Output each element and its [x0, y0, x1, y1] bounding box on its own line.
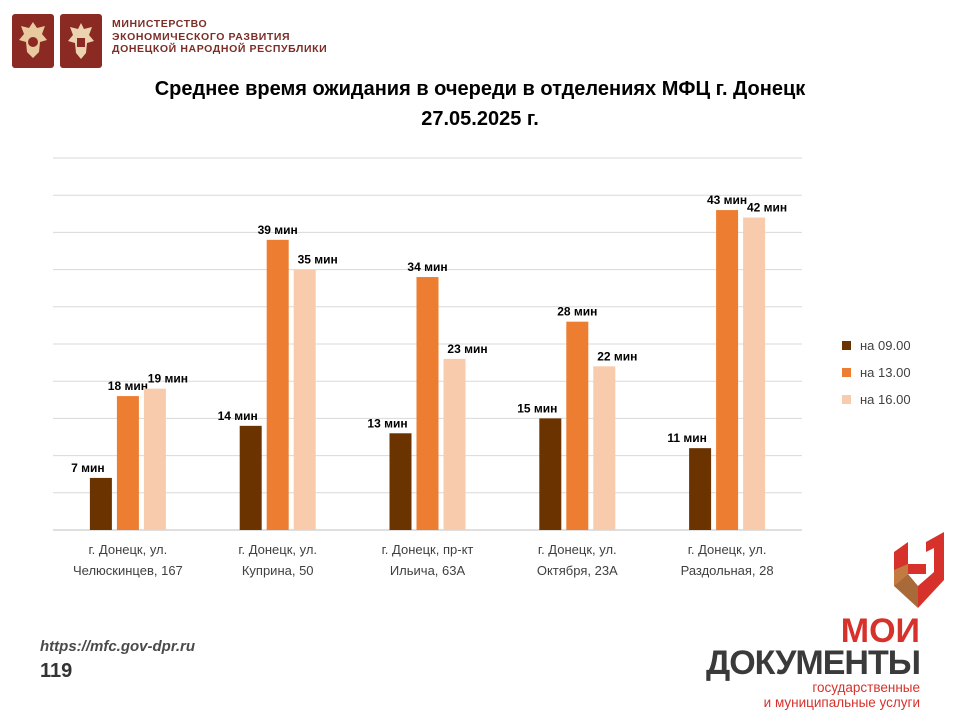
legend-swatch-1600	[842, 395, 851, 404]
page-number: 119	[40, 660, 73, 682]
data-label: 39 мин	[258, 223, 298, 237]
bar	[416, 277, 439, 530]
data-label: 34 мин	[407, 260, 447, 274]
data-label: 42 мин	[747, 201, 787, 215]
legend-swatch-0900	[842, 341, 851, 350]
legend-label-0900: на 09.00	[860, 338, 911, 353]
data-label: 13 мин	[367, 416, 407, 430]
category-label: г. Донецк, ул.	[238, 542, 317, 557]
bar	[443, 358, 466, 530]
data-label: 14 мин	[218, 409, 258, 423]
legend-item-0900: на 09.00	[842, 332, 911, 359]
russia-emblem-icon	[12, 14, 54, 68]
data-label: 23 мин	[447, 342, 487, 356]
brand-line-4: и муниципальные услуги	[763, 695, 920, 710]
bar	[539, 418, 562, 530]
chart-title-line-1: Среднее время ожидания в очереди в отдел…	[154, 78, 806, 100]
bar	[239, 425, 262, 530]
bar	[143, 388, 166, 530]
dpr-emblem-icon	[60, 14, 102, 68]
data-label: 19 мин	[148, 372, 188, 386]
category-label: Куприна, 50	[242, 563, 314, 578]
ministry-line-2: ЭКОНОМИЧЕСКОГО РАЗВИТИЯ	[112, 30, 291, 43]
bar	[293, 269, 316, 530]
data-label: 7 мин	[71, 461, 105, 475]
website-link[interactable]: https://mfc.gov-dpr.ru	[40, 638, 195, 655]
category-label: Раздольная, 28	[681, 563, 774, 578]
ministry-name: МИНИСТЕРСТВО ЭКОНОМИЧЕСКОГО РАЗВИТИЯ ДОН…	[112, 18, 327, 56]
category-label: г. Донецк, ул.	[89, 542, 168, 557]
data-label: 35 мин	[298, 253, 338, 267]
category-label: Челюскинцев, 167	[73, 563, 183, 578]
bar	[689, 448, 712, 530]
category-label: г. Донецк, пр-кт	[382, 542, 474, 557]
ministry-line-3: ДОНЕЦКОЙ НАРОДНОЙ РЕСПУБЛИКИ	[112, 43, 328, 55]
bar	[389, 433, 412, 530]
bar	[716, 210, 739, 530]
brand-line-1: МОИ	[840, 612, 920, 650]
legend-label-1300: на 13.00	[860, 365, 911, 380]
moi-dokumenty-logo-icon	[894, 532, 944, 608]
legend-item-1600: на 16.00	[842, 386, 911, 413]
chart-legend: на 09.00 на 13.00 на 16.00	[842, 332, 911, 413]
data-label: 28 мин	[557, 305, 597, 319]
data-label: 43 мин	[707, 193, 747, 207]
chart-title-line-2: 27.05.2025 г.	[421, 108, 539, 130]
data-label: 15 мин	[517, 401, 557, 415]
bar	[266, 239, 289, 530]
bar	[116, 396, 139, 530]
category-label: г. Донецк, ул.	[538, 542, 617, 557]
bar	[593, 366, 616, 530]
brand-line-2: ДОКУМЕНТЫ	[705, 644, 921, 682]
bar	[566, 321, 589, 530]
bar	[89, 477, 112, 530]
header: МИНИСТЕРСТВО ЭКОНОМИЧЕСКОГО РАЗВИТИЯ ДОН…	[12, 14, 327, 68]
legend-swatch-1300	[842, 368, 851, 377]
category-label: Ильича, 63А	[390, 563, 466, 578]
bar	[743, 217, 766, 530]
legend-label-1600: на 16.00	[860, 392, 911, 407]
brand-line-3: государственные	[812, 680, 920, 695]
category-label: Октября, 23А	[537, 563, 618, 578]
data-label: 18 мин	[108, 379, 148, 393]
brand-block: МОИ ДОКУМЕНТЫ государственные и муниципа…	[705, 612, 921, 710]
category-label: г. Донецк, ул.	[688, 542, 767, 557]
chart-title: Среднее время ожидания в очереди в отдел…	[0, 74, 960, 134]
data-label: 22 мин	[597, 349, 637, 363]
ministry-line-1: МИНИСТЕРСТВО	[112, 18, 208, 30]
legend-item-1300: на 13.00	[842, 359, 911, 386]
data-label: 11 мин	[667, 431, 707, 445]
